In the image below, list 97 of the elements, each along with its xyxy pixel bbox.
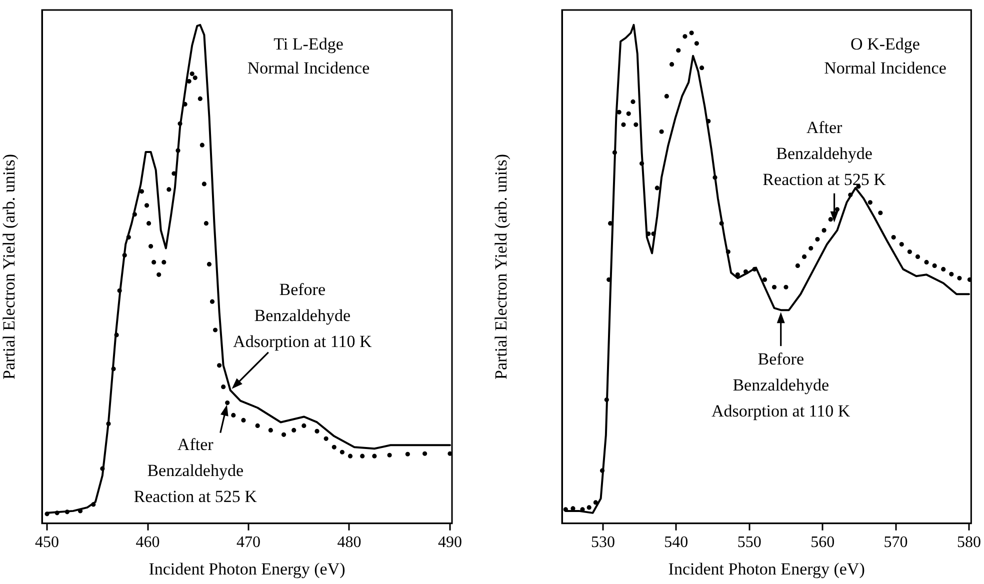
x-tick-label: 470 bbox=[236, 534, 261, 552]
annotation: Before Benzaldehyde Adsorption at 110 K bbox=[233, 280, 372, 351]
text: Ti L-Edge Normal Incidence bbox=[247, 34, 370, 78]
point bbox=[268, 428, 273, 432]
point bbox=[302, 423, 306, 428]
point bbox=[372, 454, 377, 458]
x-tick-label: 460 bbox=[136, 534, 160, 552]
point bbox=[899, 242, 904, 247]
point bbox=[281, 432, 286, 437]
point bbox=[616, 110, 622, 114]
point bbox=[166, 187, 172, 192]
point bbox=[405, 452, 410, 456]
point bbox=[878, 210, 883, 216]
point bbox=[212, 328, 218, 332]
point bbox=[735, 272, 740, 277]
y-axis-title: Partial Electron Yield (arb. units) bbox=[0, 154, 19, 380]
point bbox=[186, 78, 192, 84]
point bbox=[957, 276, 962, 280]
x-tick-label: 560 bbox=[810, 534, 835, 552]
point bbox=[924, 260, 929, 265]
point bbox=[868, 200, 872, 205]
point bbox=[808, 246, 814, 251]
point bbox=[206, 262, 212, 267]
point bbox=[941, 266, 946, 272]
point bbox=[669, 62, 674, 67]
point bbox=[324, 436, 328, 441]
annotation: Before Benzaldehyde Adsorption at 110 K bbox=[712, 350, 851, 421]
point bbox=[198, 96, 202, 102]
point bbox=[822, 228, 826, 233]
point bbox=[255, 423, 260, 428]
x-tick-label: 580 bbox=[956, 534, 981, 552]
point bbox=[190, 72, 194, 76]
point bbox=[654, 186, 660, 190]
point bbox=[828, 217, 833, 222]
point bbox=[202, 182, 206, 186]
point bbox=[694, 41, 699, 46]
point bbox=[659, 129, 664, 134]
point bbox=[146, 221, 152, 226]
point bbox=[682, 34, 688, 39]
x-tick-label: 570 bbox=[884, 534, 908, 552]
point bbox=[139, 189, 144, 194]
point bbox=[784, 284, 788, 290]
point bbox=[932, 263, 937, 268]
point bbox=[626, 111, 631, 116]
point bbox=[634, 122, 638, 127]
point bbox=[192, 75, 198, 80]
point bbox=[148, 244, 154, 249]
point bbox=[152, 260, 156, 265]
point bbox=[891, 234, 896, 240]
point bbox=[231, 412, 236, 418]
point bbox=[802, 254, 807, 260]
point bbox=[162, 260, 166, 265]
point bbox=[340, 450, 344, 454]
text: O K-Edge Normal Incidence bbox=[824, 34, 946, 78]
point bbox=[700, 66, 704, 70]
point bbox=[241, 418, 246, 423]
x-tick-label: 550 bbox=[737, 534, 762, 552]
x-axis-title: Incident Photon Energy (eV) bbox=[148, 559, 346, 578]
point bbox=[210, 299, 215, 304]
point bbox=[422, 451, 428, 456]
annotation: After Benzaldehyde Reaction at 525 K bbox=[762, 118, 887, 189]
point bbox=[332, 444, 336, 450]
point bbox=[225, 400, 230, 406]
point bbox=[689, 30, 694, 36]
x-tick-label: 490 bbox=[438, 534, 462, 552]
point bbox=[221, 384, 226, 390]
annotation: After Benzaldehyde Reaction at 525 K bbox=[134, 435, 258, 506]
point bbox=[586, 505, 592, 510]
point bbox=[815, 236, 820, 242]
point bbox=[348, 454, 353, 458]
point bbox=[834, 207, 840, 212]
point bbox=[949, 272, 954, 276]
x-tick-label: 480 bbox=[337, 534, 362, 552]
x-tick-label: 540 bbox=[664, 534, 688, 552]
x-axis-title: Incident Photon Energy (eV) bbox=[668, 559, 865, 578]
point bbox=[907, 249, 912, 254]
point bbox=[664, 94, 669, 99]
point bbox=[915, 254, 920, 260]
point bbox=[630, 99, 636, 104]
point bbox=[360, 454, 365, 458]
point bbox=[772, 284, 777, 290]
point bbox=[676, 48, 681, 53]
point bbox=[387, 452, 392, 458]
x-tick-label: 450 bbox=[35, 534, 60, 552]
point bbox=[448, 451, 452, 456]
point bbox=[292, 428, 296, 432]
point bbox=[621, 122, 626, 127]
x-tick-label: 530 bbox=[590, 534, 615, 552]
y-axis-title: Partial Electron Yield (arb. units) bbox=[492, 154, 511, 380]
point bbox=[217, 363, 222, 368]
point bbox=[762, 277, 768, 282]
point bbox=[200, 142, 204, 148]
point bbox=[795, 263, 800, 268]
point bbox=[144, 203, 150, 208]
point bbox=[204, 221, 208, 226]
point bbox=[314, 428, 320, 434]
point bbox=[156, 272, 162, 277]
